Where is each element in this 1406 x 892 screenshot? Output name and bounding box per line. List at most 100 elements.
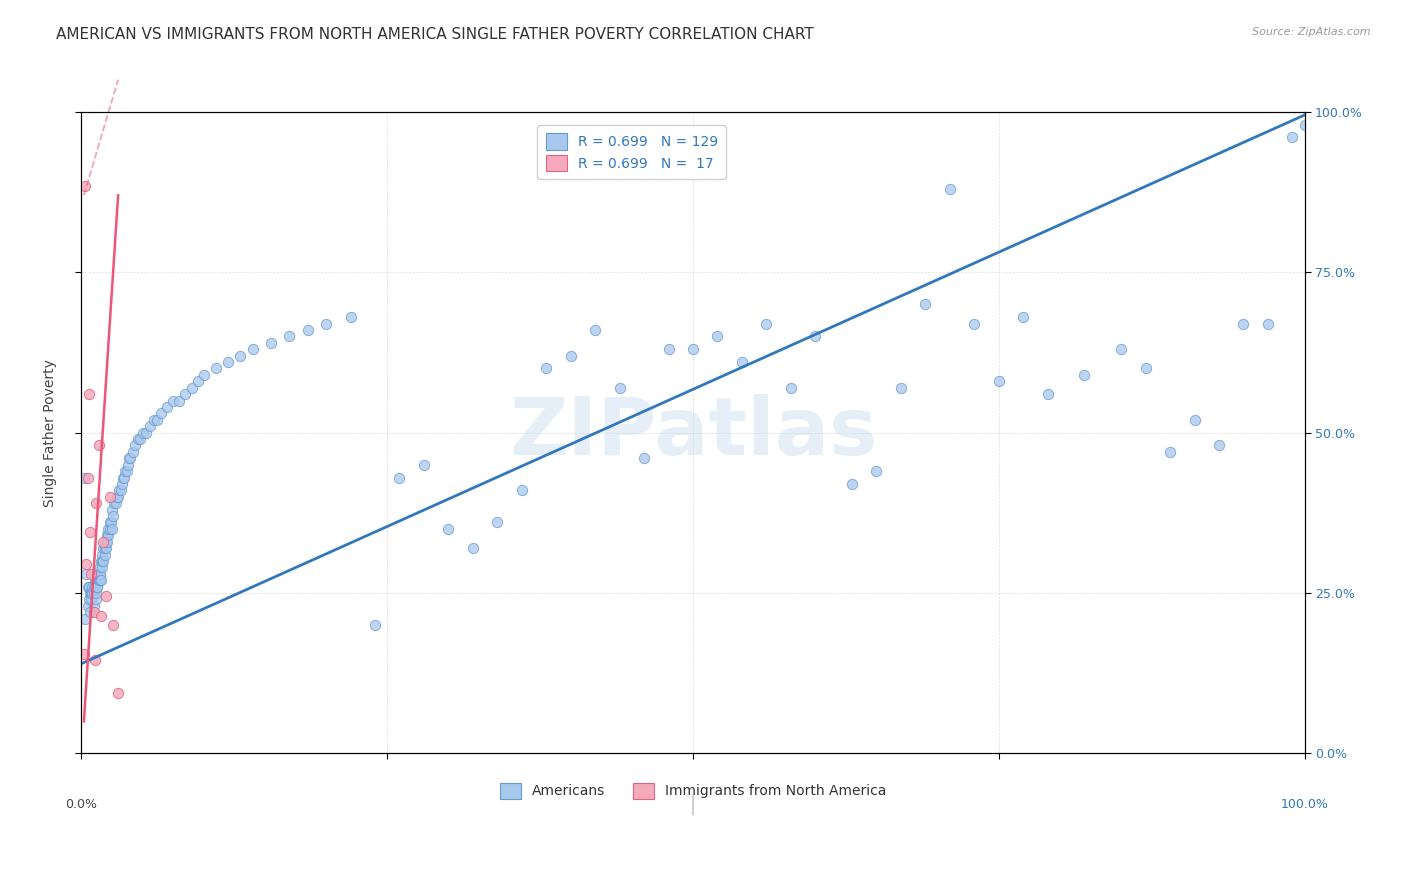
Point <box>120 451 142 466</box>
Point <box>84 592 107 607</box>
Point <box>1208 438 1230 452</box>
Point <box>114 464 136 478</box>
Text: 0.0%: 0.0% <box>66 798 97 812</box>
Point <box>101 522 124 536</box>
Point <box>731 355 754 369</box>
Point <box>107 685 129 699</box>
Point <box>437 522 460 536</box>
Point <box>755 317 778 331</box>
Point <box>339 310 361 325</box>
Point <box>1135 361 1157 376</box>
Point <box>98 516 121 530</box>
Point <box>193 368 215 382</box>
Point <box>914 297 936 311</box>
Point <box>1257 317 1279 331</box>
Point <box>94 589 117 603</box>
Point <box>80 586 103 600</box>
Point <box>682 342 704 356</box>
Point <box>83 586 105 600</box>
Point <box>93 534 115 549</box>
Point <box>865 464 887 478</box>
Point <box>129 432 152 446</box>
Point <box>86 580 108 594</box>
Point <box>90 554 112 568</box>
Point <box>73 470 96 484</box>
Point <box>1036 387 1059 401</box>
Point <box>1294 118 1316 132</box>
Point <box>83 653 105 667</box>
Point <box>1184 413 1206 427</box>
Point <box>94 534 117 549</box>
Point <box>229 349 252 363</box>
Point <box>91 560 114 574</box>
Point <box>131 425 153 440</box>
Point <box>804 329 827 343</box>
Point <box>76 470 98 484</box>
Point <box>103 496 125 510</box>
Point <box>633 451 655 466</box>
Point <box>706 329 728 343</box>
Point <box>80 566 103 581</box>
Point <box>162 393 184 408</box>
Point <box>97 528 120 542</box>
Point <box>105 490 128 504</box>
Point <box>841 477 863 491</box>
Text: AMERICAN VS IMMIGRANTS FROM NORTH AMERICA SINGLE FATHER POVERTY CORRELATION CHAR: AMERICAN VS IMMIGRANTS FROM NORTH AMERIC… <box>56 27 814 42</box>
Point <box>84 496 107 510</box>
Point <box>104 496 127 510</box>
Point <box>534 361 557 376</box>
Point <box>111 477 134 491</box>
Point <box>510 483 533 498</box>
Point <box>139 419 162 434</box>
Point <box>83 580 105 594</box>
Point <box>100 516 122 530</box>
Point <box>1109 342 1132 356</box>
Point <box>79 605 101 619</box>
Legend: Americans, Immigrants from North America: Americans, Immigrants from North America <box>495 777 891 805</box>
Point <box>939 182 962 196</box>
Point <box>87 573 110 587</box>
Point <box>90 573 112 587</box>
Point <box>103 618 125 632</box>
Point <box>315 317 337 331</box>
Point <box>79 586 101 600</box>
Point <box>1232 317 1254 331</box>
Point <box>297 323 319 337</box>
Point <box>98 490 121 504</box>
Point <box>149 406 172 420</box>
Point <box>77 580 100 594</box>
Point <box>174 387 197 401</box>
Point <box>115 464 138 478</box>
Point <box>110 483 132 498</box>
Point <box>77 387 100 401</box>
Point <box>111 470 134 484</box>
Point <box>118 451 141 466</box>
Point <box>1159 445 1181 459</box>
Point <box>90 608 112 623</box>
Point <box>142 413 165 427</box>
Point <box>86 566 108 581</box>
Point <box>187 374 209 388</box>
Point <box>96 528 118 542</box>
Point <box>609 381 631 395</box>
Point <box>83 573 105 587</box>
Point <box>91 554 114 568</box>
Point <box>75 178 97 193</box>
Point <box>89 560 111 574</box>
Point <box>73 647 96 661</box>
Point <box>80 592 103 607</box>
Point <box>101 502 124 516</box>
Point <box>93 548 115 562</box>
Point <box>135 425 157 440</box>
Point <box>560 349 582 363</box>
Point <box>94 541 117 556</box>
Point <box>75 566 97 581</box>
Point <box>83 599 105 613</box>
Point <box>1281 130 1303 145</box>
Y-axis label: Single Father Poverty: Single Father Poverty <box>44 359 58 507</box>
Point <box>117 458 139 472</box>
Point <box>260 335 283 350</box>
Point <box>987 374 1010 388</box>
Point <box>486 516 509 530</box>
Point <box>87 438 110 452</box>
